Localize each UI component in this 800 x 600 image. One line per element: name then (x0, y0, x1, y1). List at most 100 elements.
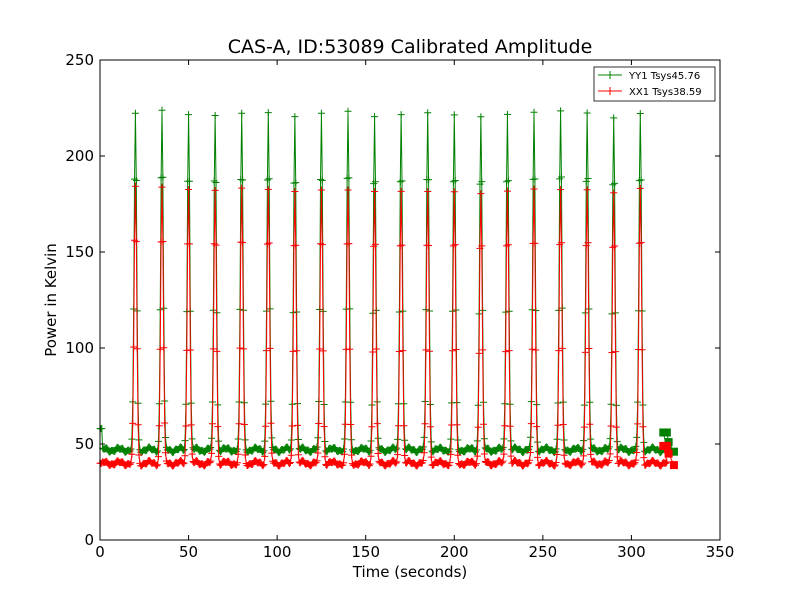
data-point (527, 420, 535, 428)
data-point (317, 109, 325, 117)
data-point (610, 189, 618, 197)
data-point (634, 420, 642, 428)
data-point (161, 419, 169, 427)
data-point (420, 449, 428, 457)
data-point (323, 461, 331, 469)
data-point (630, 460, 638, 468)
data-point (396, 242, 404, 250)
data-point (421, 420, 429, 428)
data-point (612, 423, 620, 431)
data-point (398, 241, 406, 249)
data-point (331, 457, 339, 465)
data-point (590, 457, 598, 465)
data-point (316, 345, 324, 353)
data-point (446, 445, 454, 453)
data-point (367, 452, 375, 460)
data-point (212, 179, 220, 187)
data-point (453, 421, 461, 429)
data-point (560, 451, 568, 459)
y-axis-label: Power in Kelvin (42, 243, 60, 357)
data-point (259, 462, 267, 470)
data-point (264, 109, 272, 117)
data-point (371, 188, 379, 196)
data-point (211, 186, 219, 194)
data-point (583, 186, 591, 194)
data-point (98, 425, 106, 433)
data-point (504, 241, 512, 249)
data-point (499, 457, 507, 465)
data-point (185, 240, 193, 248)
data-point (248, 447, 256, 455)
legend-marker (606, 87, 614, 95)
data-point (239, 176, 247, 184)
data-point (156, 345, 164, 353)
data-point (452, 345, 460, 353)
data-point (317, 176, 325, 184)
data-point (206, 459, 214, 467)
legend-box (593, 66, 716, 102)
data-point (449, 242, 457, 250)
y-tick-label: 150 (65, 243, 94, 261)
data-point (294, 451, 302, 459)
data-point (344, 186, 352, 194)
data-point (557, 107, 565, 115)
data-point (371, 113, 379, 121)
data-point (365, 462, 373, 470)
y-tick-label: 50 (75, 435, 94, 453)
data-point (154, 461, 162, 469)
y-axis-ticks: 0 50 100 150 200 250 (65, 51, 720, 549)
data-point (180, 445, 188, 453)
data-point (557, 239, 565, 247)
x-tick-label: 300 (617, 543, 646, 561)
series-1 (96, 182, 678, 470)
data-point (550, 462, 558, 470)
x-tick-label: 150 (351, 543, 380, 561)
data-point (293, 347, 301, 355)
data-point (159, 173, 167, 181)
data-point (181, 452, 189, 460)
data-point (368, 423, 376, 431)
data-point (260, 447, 268, 455)
data-point (598, 461, 606, 469)
data-point (111, 447, 119, 455)
data-point (633, 449, 641, 457)
data-point (635, 239, 643, 247)
data-point (314, 449, 322, 457)
data-point (500, 450, 508, 458)
data-point (366, 460, 374, 468)
data-point (347, 421, 355, 429)
tail-marker (664, 449, 673, 458)
data-point (211, 111, 219, 119)
data-point (451, 177, 459, 185)
data-point (238, 109, 246, 117)
data-point (317, 240, 325, 248)
data-point (450, 188, 458, 196)
data-point (154, 447, 162, 455)
data-point (478, 178, 486, 186)
data-point (265, 239, 273, 247)
data-point (609, 243, 617, 251)
data-point (554, 421, 562, 429)
chart-title: CAS-A, ID:53089 Calibrated Amplitude (228, 36, 593, 58)
data-point (504, 177, 512, 185)
data-point (179, 460, 187, 468)
data-point (266, 344, 274, 352)
data-point (313, 443, 321, 451)
data-point (263, 240, 271, 248)
data-point (268, 449, 276, 457)
data-point (437, 457, 445, 465)
data-point (345, 174, 353, 182)
data-point (258, 461, 266, 469)
data-point (372, 345, 380, 353)
data-point (239, 239, 247, 247)
x-tick-label: 200 (440, 543, 469, 561)
data-point (213, 347, 221, 355)
data-point (553, 451, 561, 459)
data-point (422, 346, 430, 354)
data-point (185, 185, 193, 193)
data-point (129, 419, 137, 427)
data-point (286, 459, 294, 467)
data-point (437, 443, 445, 451)
data-point (558, 344, 566, 352)
data-point (632, 442, 640, 450)
